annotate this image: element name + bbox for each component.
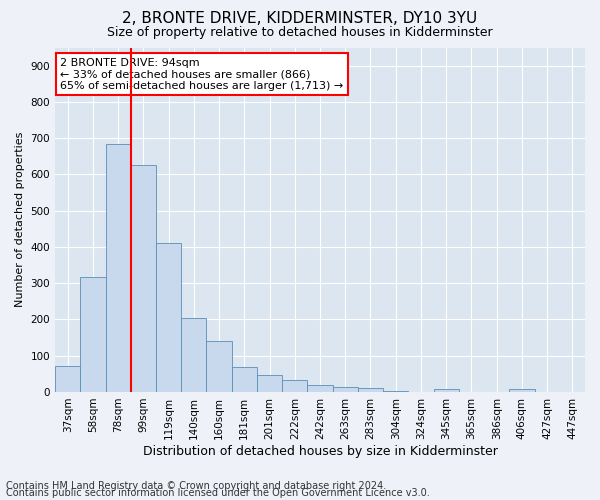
X-axis label: Distribution of detached houses by size in Kidderminster: Distribution of detached houses by size …: [143, 444, 497, 458]
Bar: [257, 375, 282, 392]
Text: Contains HM Land Registry data © Crown copyright and database right 2024.: Contains HM Land Registry data © Crown c…: [6, 481, 386, 491]
Bar: [55, 366, 80, 392]
Text: Size of property relative to detached houses in Kidderminster: Size of property relative to detached ho…: [107, 26, 493, 39]
Bar: [131, 166, 156, 392]
Bar: [106, 144, 131, 392]
Bar: [509, 390, 535, 392]
Bar: [232, 366, 257, 392]
Text: 2 BRONTE DRIVE: 94sqm
← 33% of detached houses are smaller (866)
65% of semi-det: 2 BRONTE DRIVE: 94sqm ← 33% of detached …: [61, 58, 344, 91]
Bar: [282, 380, 307, 392]
Bar: [206, 341, 232, 392]
Y-axis label: Number of detached properties: Number of detached properties: [15, 132, 25, 308]
Bar: [307, 384, 332, 392]
Bar: [358, 388, 383, 392]
Bar: [332, 387, 358, 392]
Bar: [434, 389, 459, 392]
Text: Contains public sector information licensed under the Open Government Licence v3: Contains public sector information licen…: [6, 488, 430, 498]
Text: 2, BRONTE DRIVE, KIDDERMINSTER, DY10 3YU: 2, BRONTE DRIVE, KIDDERMINSTER, DY10 3YU: [122, 11, 478, 26]
Bar: [383, 391, 409, 392]
Bar: [156, 244, 181, 392]
Bar: [80, 276, 106, 392]
Bar: [181, 318, 206, 392]
